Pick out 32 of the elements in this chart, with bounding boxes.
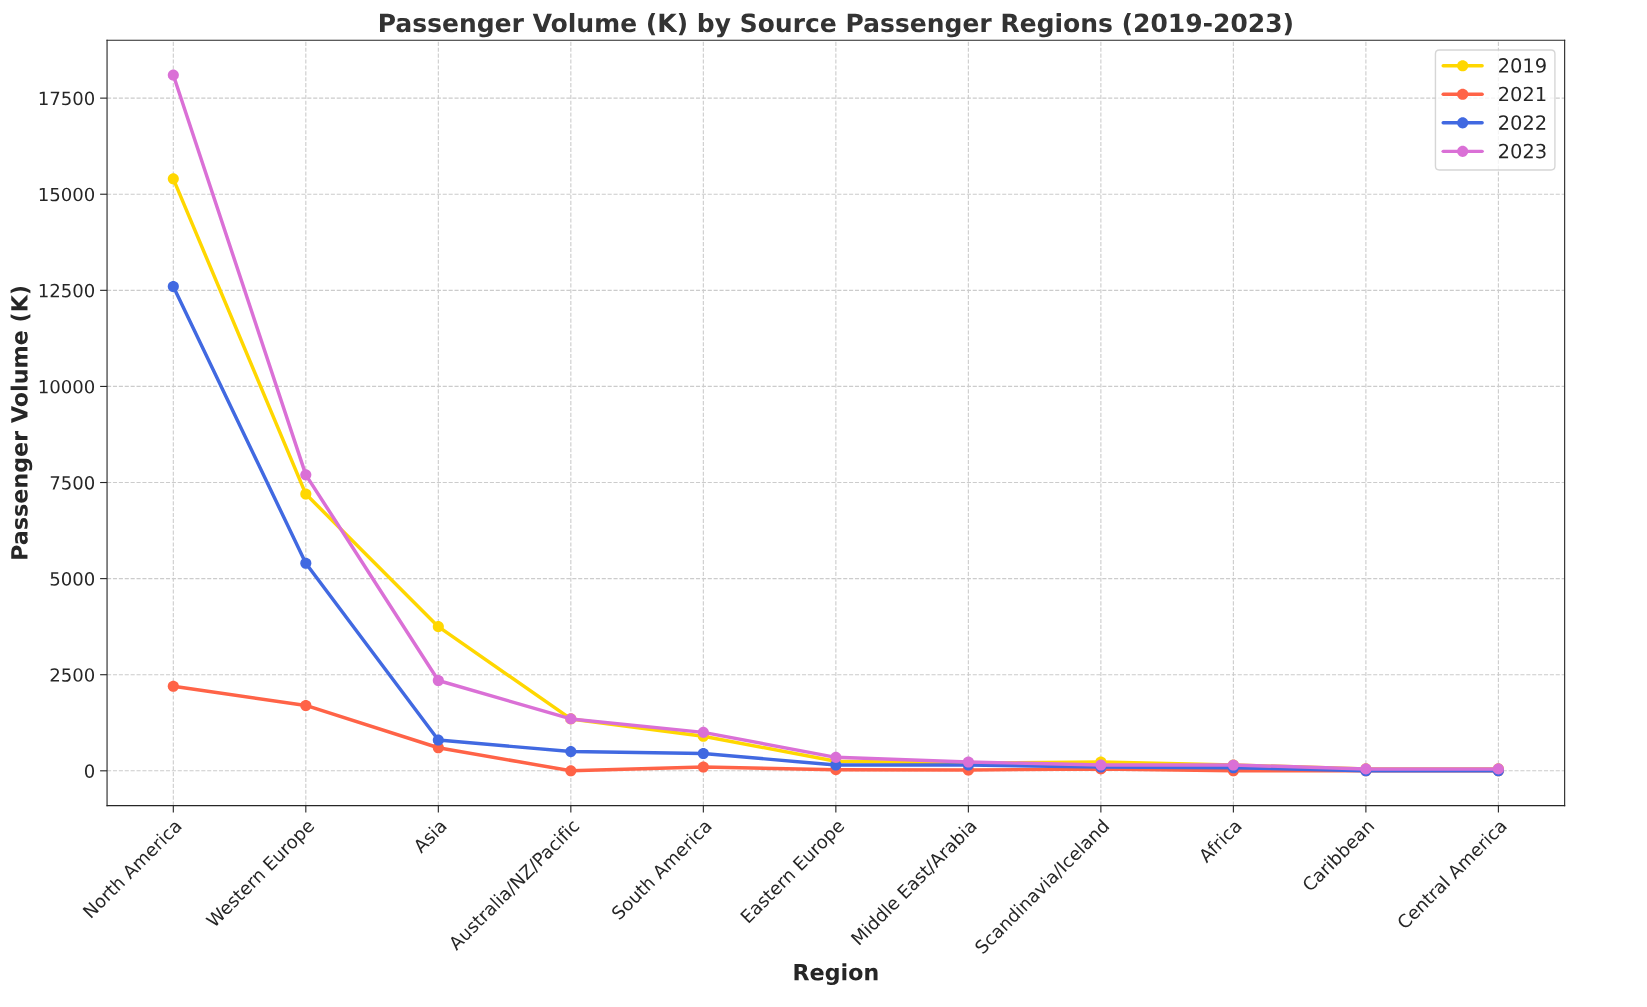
y-tick-label: 0: [84, 764, 95, 778]
point: [300, 699, 312, 712]
legend-label: 2022: [1499, 115, 1546, 130]
legend-label: 2021: [1499, 86, 1546, 102]
point: [432, 734, 444, 746]
point: [167, 69, 179, 81]
point: [565, 746, 577, 758]
y-tick-label: 15000: [39, 187, 95, 202]
point: [432, 621, 444, 633]
legend-label: 2019: [1499, 58, 1546, 73]
y-tick-label: 17500: [39, 91, 95, 106]
point: [300, 488, 312, 500]
point: [167, 173, 179, 185]
y-tick-label: 12500: [39, 283, 95, 298]
point: [697, 761, 709, 773]
legend-label: 2023: [1499, 143, 1546, 159]
point: [697, 726, 709, 738]
point: [167, 280, 179, 293]
point: [300, 557, 312, 569]
y-tick-label: 7500: [50, 475, 95, 490]
point: [697, 747, 709, 760]
y-tick-label: 10000: [39, 379, 95, 394]
x-axis-title: Region: [794, 963, 878, 986]
y-axis-title: Passenger Volume (K): [10, 286, 33, 559]
point: [830, 751, 842, 763]
y-tick-label: 2500: [50, 668, 95, 682]
chart-title: Passenger Volume (K) by Source Passenger Regions (2019-2023): [380, 12, 1292, 38]
point: [167, 680, 179, 692]
point: [432, 674, 444, 687]
point: [565, 765, 577, 777]
y-tick-label: 5000: [50, 572, 95, 586]
point: [300, 469, 312, 481]
